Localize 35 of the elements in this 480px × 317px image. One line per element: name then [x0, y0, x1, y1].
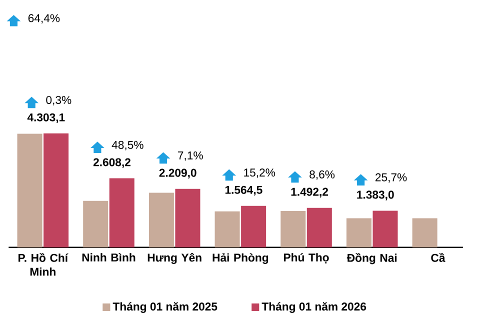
text: 0,3% — [46, 96, 72, 106]
bar — [109, 178, 134, 248]
bar — [44, 133, 69, 248]
bar — [17, 134, 42, 248]
x-tick-label: Hưng Yên — [148, 252, 202, 264]
bar — [372, 210, 398, 248]
data-label: 2.608,2 — [93, 158, 130, 168]
legend-label: Tháng 01 năm 2026 — [262, 302, 366, 313]
bar — [214, 211, 240, 248]
bar — [280, 210, 306, 248]
annotation: 7,1% — [178, 151, 203, 161]
data-label: 1.564,5 — [225, 186, 262, 196]
x-tick-label: Đồng Nai — [346, 252, 397, 264]
bar — [83, 200, 108, 248]
x-tick-label: Ninh Bình — [82, 252, 136, 262]
x-tick-label: P. Hồ Chí Minh — [18, 252, 68, 276]
data-label: 1.383,0 — [357, 190, 394, 200]
annotation: 8,6% — [310, 170, 335, 180]
annotation: 25,7% — [376, 173, 407, 182]
data-label: 4.303,1 — [27, 113, 65, 123]
bar — [306, 208, 332, 248]
x-tick-label: Cầ — [431, 252, 446, 262]
annotation: 48,5% — [112, 140, 144, 150]
bar — [412, 218, 438, 248]
bar — [175, 188, 200, 248]
data-label: 2.209,0 — [159, 168, 196, 178]
bar — [241, 206, 266, 248]
bar — [148, 192, 174, 248]
text: 64,4% — [28, 14, 60, 24]
annotation: 15,2% — [244, 168, 276, 178]
data-label: 1.492,2 — [291, 188, 328, 198]
bar — [346, 218, 372, 248]
x-tick-label: Hải Phòng — [212, 252, 268, 264]
legend-label: Tháng 01 năm 2025 — [112, 302, 218, 313]
x-tick-label: Phú Thọ — [284, 252, 329, 264]
